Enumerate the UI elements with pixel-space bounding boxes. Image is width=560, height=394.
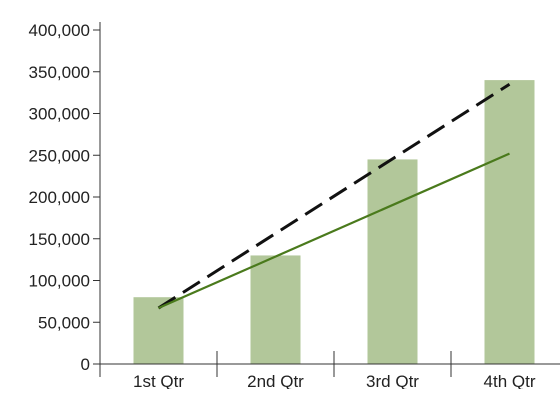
bar-4 (484, 80, 535, 364)
y-tick-label: 50,000 (38, 313, 90, 332)
x-tick-label: 1st Qtr (133, 372, 184, 389)
x-tick-label: 4th Qtr (484, 372, 536, 389)
x-tick-label: 2nd Qtr (247, 372, 304, 389)
y-tick-label: 300,000 (29, 105, 90, 124)
y-tick-label: 350,000 (29, 63, 90, 82)
dashed-trend-line (157, 83, 511, 310)
solid-trend-line (158, 152, 510, 310)
x-tick-label: 3rd Qtr (366, 372, 419, 389)
y-tick-label: 250,000 (29, 146, 90, 165)
y-tick-label: 100,000 (29, 272, 90, 291)
y-tick-label: 200,000 (29, 188, 90, 207)
bar-3 (367, 159, 418, 364)
bar-1 (133, 297, 184, 364)
y-tick-label: 150,000 (29, 230, 90, 249)
y-tick-label: 0 (81, 355, 90, 374)
y-tick-label: 400,000 (29, 21, 90, 40)
bar-2 (250, 255, 301, 364)
